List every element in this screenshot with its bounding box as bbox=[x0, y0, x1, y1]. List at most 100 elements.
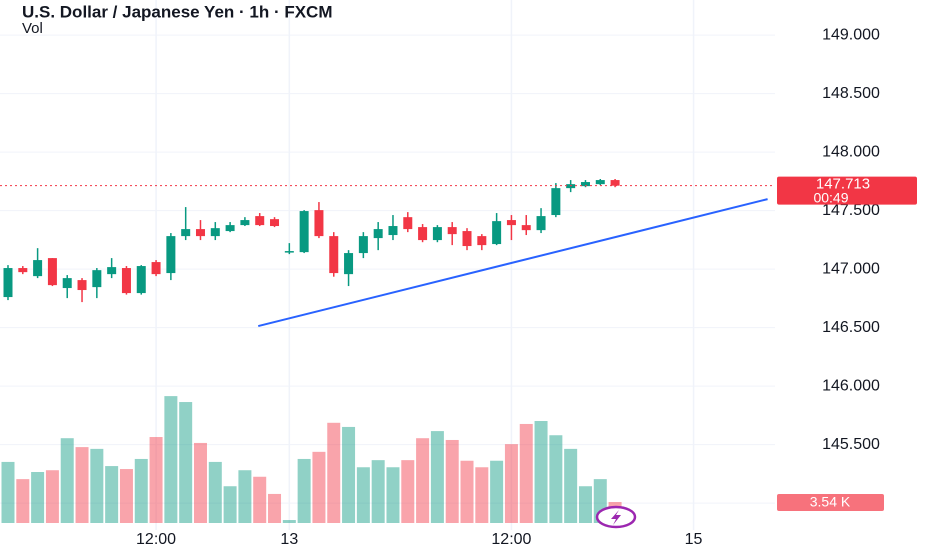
candle-body bbox=[492, 221, 502, 245]
volume-bar bbox=[549, 435, 563, 523]
candle-body bbox=[255, 216, 265, 226]
volume-bar bbox=[371, 460, 385, 523]
candle-body bbox=[225, 225, 235, 232]
candle-body bbox=[181, 229, 191, 237]
y-tick-label: 146.000 bbox=[822, 377, 880, 394]
candle-body bbox=[47, 258, 57, 286]
volume-tag-label: 3.54 K bbox=[810, 494, 851, 510]
candle-body bbox=[92, 270, 102, 288]
volume-bar bbox=[282, 520, 296, 523]
volume-bar bbox=[564, 448, 578, 523]
volume-bar bbox=[356, 467, 370, 523]
volume-layer bbox=[1, 396, 622, 523]
candle-body bbox=[151, 262, 161, 275]
volume-bar bbox=[134, 458, 148, 523]
candle-body bbox=[329, 236, 339, 274]
volume-bar bbox=[430, 431, 444, 523]
volume-bar bbox=[460, 460, 474, 523]
overlay-layer bbox=[0, 185, 775, 328]
volume-bar bbox=[327, 422, 341, 523]
candle-body bbox=[166, 236, 176, 274]
candle-body bbox=[418, 227, 428, 241]
candle-body bbox=[536, 216, 546, 231]
candle-body bbox=[33, 260, 43, 277]
volume-bar bbox=[105, 466, 119, 523]
volume-bar bbox=[534, 421, 548, 523]
alert-icon[interactable] bbox=[595, 505, 637, 529]
candle-body bbox=[521, 225, 531, 231]
candle-body bbox=[299, 211, 309, 253]
candle-body bbox=[344, 253, 354, 275]
x-tick-label: 15 bbox=[685, 531, 703, 548]
candle-body bbox=[284, 251, 294, 253]
candle-body bbox=[462, 231, 472, 247]
volume-bar bbox=[60, 438, 74, 523]
volume-bar bbox=[208, 461, 222, 523]
chart-title: U.S. Dollar / Japanese Yen · 1h · FXCM bbox=[22, 2, 333, 21]
candle-body bbox=[270, 219, 280, 227]
candle-body bbox=[18, 268, 28, 273]
volume-bar bbox=[45, 470, 59, 523]
chart-subtitle: Vol bbox=[22, 20, 43, 37]
y-tick-label: 148.500 bbox=[822, 85, 880, 102]
volume-bar bbox=[297, 458, 311, 523]
candle-body bbox=[477, 236, 487, 246]
candle-body bbox=[506, 220, 516, 226]
x-tick-label: 12:00 bbox=[491, 531, 531, 548]
volume-bar bbox=[179, 402, 193, 523]
volume-bar bbox=[519, 423, 533, 523]
candle-body bbox=[240, 220, 250, 226]
icon-bolt bbox=[611, 510, 621, 525]
volume-bar bbox=[386, 467, 400, 523]
volume-bar bbox=[342, 426, 356, 523]
countdown-label: 00:49 bbox=[813, 189, 848, 205]
y-tick-label: 149.000 bbox=[822, 26, 880, 43]
y-tick-label: 147.500 bbox=[822, 202, 880, 219]
y-tick-label: 146.500 bbox=[822, 319, 880, 336]
candle-layer bbox=[3, 179, 620, 303]
volume-bar bbox=[253, 476, 267, 523]
candle-body bbox=[314, 210, 324, 237]
y-tick-label: 147.000 bbox=[822, 260, 880, 277]
candle-body bbox=[210, 228, 220, 237]
x-tick-label: 13 bbox=[280, 531, 298, 548]
volume-bar bbox=[223, 486, 237, 523]
volume-bar bbox=[31, 472, 45, 523]
grid-layer bbox=[0, 0, 775, 530]
volume-bar bbox=[445, 439, 459, 523]
volume-bar bbox=[504, 444, 518, 523]
candle-body bbox=[595, 180, 605, 185]
candle-body bbox=[62, 278, 72, 289]
candle-body bbox=[373, 229, 383, 239]
candle-body bbox=[77, 280, 87, 291]
price-tag bbox=[777, 176, 917, 205]
trend-line bbox=[257, 198, 768, 328]
candle-body bbox=[610, 180, 620, 186]
volume-bar bbox=[578, 486, 592, 523]
y-tick-label: 145.500 bbox=[822, 436, 880, 453]
candle-body bbox=[121, 268, 131, 294]
volume-bar bbox=[490, 460, 504, 523]
volume-tag bbox=[777, 494, 884, 512]
x-tick-label: 12:00 bbox=[136, 531, 176, 548]
volume-bar bbox=[119, 469, 133, 523]
volume-bar bbox=[238, 470, 252, 523]
candle-body bbox=[3, 268, 13, 298]
candle-body bbox=[136, 266, 146, 294]
volume-bar bbox=[16, 479, 30, 523]
volume-bar bbox=[416, 438, 430, 523]
volume-bar bbox=[1, 461, 15, 523]
candle-body bbox=[447, 227, 457, 235]
volume-bar bbox=[164, 396, 178, 523]
volume-bar bbox=[193, 442, 207, 523]
volume-bar bbox=[75, 447, 89, 523]
candle-body bbox=[388, 226, 398, 236]
candle-body bbox=[403, 217, 413, 230]
volume-bar bbox=[312, 451, 326, 523]
candle-body bbox=[195, 229, 205, 237]
volume-bar bbox=[90, 448, 104, 523]
candle-body bbox=[107, 267, 117, 275]
volume-bar bbox=[401, 460, 415, 523]
